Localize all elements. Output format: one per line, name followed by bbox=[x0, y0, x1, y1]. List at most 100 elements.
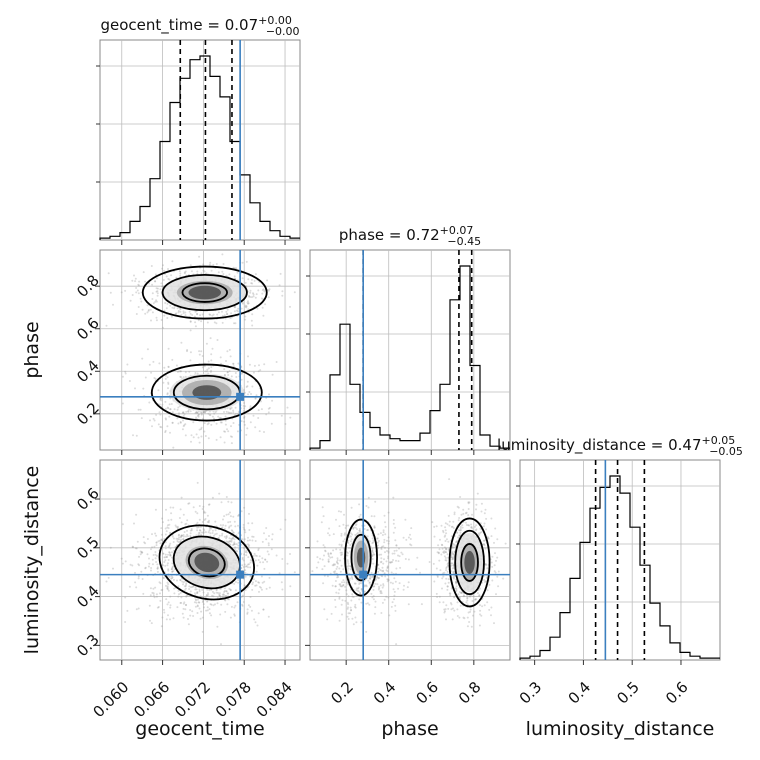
sample-point bbox=[211, 496, 214, 499]
sample-point bbox=[347, 542, 350, 544]
sample-point bbox=[236, 271, 239, 274]
sample-point bbox=[152, 592, 155, 595]
sample-point bbox=[173, 307, 176, 310]
sample-point bbox=[428, 561, 431, 563]
sample-point bbox=[182, 534, 185, 536]
sample-point bbox=[194, 310, 197, 313]
sample-point bbox=[160, 399, 163, 402]
sample-point bbox=[355, 587, 358, 590]
sample-point bbox=[443, 571, 446, 574]
sample-point bbox=[345, 581, 348, 584]
sample-point bbox=[398, 547, 400, 550]
sample-point bbox=[351, 617, 354, 620]
sample-point bbox=[137, 563, 140, 566]
sample-point bbox=[351, 533, 354, 536]
sample-point bbox=[344, 527, 347, 529]
sample-point bbox=[377, 577, 380, 580]
sample-point bbox=[445, 532, 448, 535]
sample-point bbox=[192, 615, 195, 617]
sample-point bbox=[494, 527, 497, 530]
sample-point bbox=[455, 581, 458, 584]
sample-point bbox=[176, 525, 179, 528]
sample-point bbox=[264, 303, 267, 306]
sample-point bbox=[336, 557, 339, 560]
sample-point bbox=[121, 523, 124, 526]
sample-point bbox=[350, 609, 353, 611]
sample-point bbox=[360, 601, 363, 604]
sample-point bbox=[233, 520, 236, 523]
sample-point bbox=[246, 612, 249, 615]
sample-point bbox=[337, 510, 340, 513]
sample-point bbox=[495, 593, 497, 596]
sample-point bbox=[155, 413, 158, 416]
sample-point bbox=[340, 534, 343, 537]
sample-point bbox=[263, 290, 266, 293]
sample-point bbox=[186, 529, 188, 532]
sample-point bbox=[153, 377, 156, 379]
sample-point bbox=[167, 347, 170, 350]
sample-point bbox=[180, 376, 183, 379]
sample-point bbox=[182, 310, 185, 313]
sample-point bbox=[436, 575, 439, 578]
sample-point bbox=[382, 531, 385, 534]
sample-point bbox=[378, 585, 380, 588]
x-tick-label-luminosity_distance: 0.5 bbox=[613, 678, 643, 708]
sample-point bbox=[366, 602, 369, 605]
sample-point bbox=[496, 556, 499, 559]
sample-point bbox=[455, 587, 458, 590]
sample-point bbox=[339, 570, 342, 573]
sample-point bbox=[220, 501, 223, 504]
sample-point bbox=[131, 294, 134, 296]
sample-point bbox=[207, 367, 210, 370]
sample-point bbox=[131, 279, 134, 282]
sample-point bbox=[382, 529, 385, 532]
sample-point bbox=[280, 414, 283, 417]
sample-point bbox=[493, 541, 495, 544]
sample-point bbox=[182, 513, 185, 516]
sample-point bbox=[252, 295, 255, 298]
sample-point bbox=[224, 610, 227, 613]
sample-point bbox=[175, 364, 178, 367]
sample-point bbox=[474, 598, 477, 601]
sample-point bbox=[157, 540, 160, 543]
sample-point bbox=[433, 525, 436, 528]
sample-point bbox=[189, 609, 192, 611]
sample-point bbox=[338, 543, 341, 546]
sample-point bbox=[223, 368, 226, 371]
sample-point bbox=[209, 370, 212, 373]
sample-point bbox=[338, 588, 341, 591]
sample-point bbox=[456, 505, 459, 508]
sample-point bbox=[194, 598, 197, 601]
sample-point bbox=[196, 598, 199, 601]
sample-point bbox=[479, 532, 482, 534]
sample-point bbox=[215, 422, 218, 425]
sample-point bbox=[229, 520, 232, 523]
sample-point bbox=[203, 365, 206, 368]
x-tick-label-phase: 0.4 bbox=[370, 678, 400, 708]
sample-point bbox=[155, 277, 158, 280]
sample-point bbox=[379, 569, 382, 571]
sample-point bbox=[136, 289, 139, 292]
sample-point bbox=[252, 581, 254, 584]
sample-point bbox=[453, 577, 455, 580]
sample-point bbox=[447, 514, 450, 517]
sample-point bbox=[211, 594, 214, 597]
sample-point bbox=[340, 564, 343, 567]
sample-point bbox=[198, 607, 201, 610]
sample-point bbox=[358, 583, 361, 585]
y-tick-label-luminosity_distance: 0.5 bbox=[73, 533, 103, 563]
sample-point bbox=[232, 409, 235, 412]
sample-point bbox=[467, 611, 470, 614]
sample-point bbox=[254, 584, 257, 587]
sample-point bbox=[156, 570, 159, 573]
sample-point bbox=[355, 621, 358, 624]
sample-point bbox=[200, 320, 203, 323]
sample-point bbox=[389, 581, 392, 584]
sample-point bbox=[447, 581, 450, 584]
sample-point bbox=[167, 601, 170, 604]
sample-point bbox=[267, 544, 270, 547]
sample-point bbox=[268, 576, 271, 579]
sample-point bbox=[195, 416, 198, 419]
sample-point bbox=[335, 548, 338, 551]
sample-point bbox=[230, 411, 233, 414]
